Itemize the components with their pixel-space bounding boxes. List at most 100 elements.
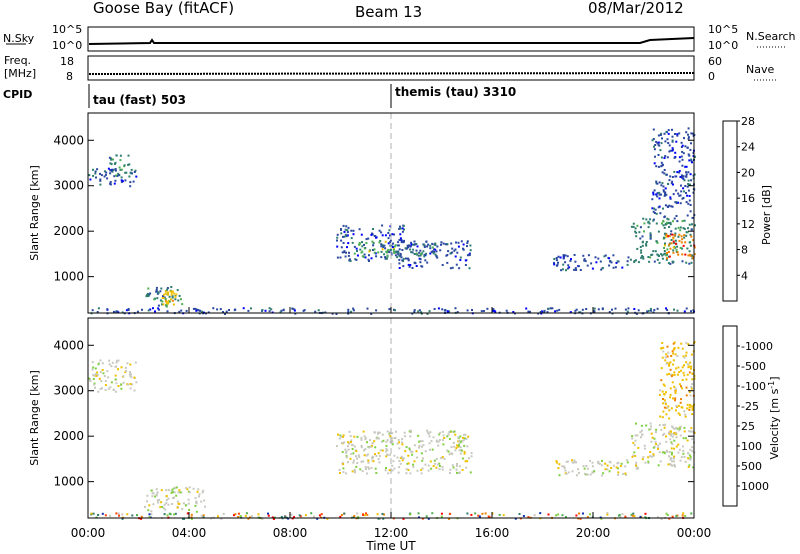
velocity-cell — [347, 441, 350, 444]
power-cell — [456, 251, 459, 254]
velocity-cell — [649, 455, 652, 458]
x-tick-label: 16:00 — [475, 526, 510, 540]
velocity-cell — [675, 404, 678, 407]
power-cell — [365, 238, 368, 241]
velocity-cell — [691, 383, 694, 385]
power-cell — [677, 235, 680, 238]
power-cell — [689, 204, 692, 206]
velocity-cell — [367, 461, 370, 464]
velocity-cell — [632, 441, 635, 444]
velocity-cell — [427, 464, 430, 467]
velocity-cell — [677, 412, 680, 415]
velocity-cell — [683, 410, 686, 413]
power-cell — [687, 133, 689, 136]
velocity-cell — [692, 466, 695, 469]
power-cell — [207, 311, 210, 314]
velocity-cell — [195, 502, 198, 505]
velocity-cell — [435, 440, 438, 443]
velocity-cell — [617, 473, 619, 476]
power-cell — [119, 159, 122, 162]
power-cell — [663, 215, 666, 218]
power-cell — [390, 253, 393, 256]
velocity-cell — [685, 378, 688, 381]
velocity-cell — [351, 448, 354, 450]
power-cell — [420, 312, 423, 315]
power-cell — [659, 212, 662, 215]
power-cell — [482, 310, 485, 312]
power-region — [404, 242, 439, 258]
power-cell — [409, 244, 412, 247]
power-cell — [676, 133, 679, 136]
power-cell — [384, 256, 387, 259]
velocity-cell — [410, 451, 413, 454]
velocity-cell — [422, 444, 425, 447]
velocity-cell — [606, 468, 609, 471]
velocity-cell — [606, 464, 609, 467]
velocity-cell — [313, 515, 315, 518]
power-cell — [387, 249, 390, 251]
velocity-cell — [115, 382, 118, 385]
velocity-cell — [398, 460, 401, 462]
velocity-cell — [589, 513, 591, 516]
velocity-cell — [441, 439, 444, 442]
velocity-cell — [356, 462, 359, 464]
power-cell — [380, 243, 383, 246]
velocity-cell — [337, 433, 339, 436]
velocity-cell — [456, 463, 458, 465]
velocity-cell — [647, 462, 650, 464]
velocity-cell — [202, 489, 205, 492]
power-cell — [636, 224, 639, 227]
power-colorbar-label-tick: 16 — [741, 192, 755, 205]
power-cell — [160, 287, 163, 290]
velocity-cell — [685, 394, 688, 397]
power-cell — [682, 187, 685, 190]
power-cell — [669, 149, 672, 152]
power-cell — [669, 175, 672, 178]
velocity-cell — [673, 371, 676, 374]
power-region — [553, 254, 632, 272]
velocity-cell — [376, 513, 379, 516]
velocity-cell — [367, 466, 370, 469]
velocity-cell — [93, 374, 96, 377]
power-cell — [667, 244, 670, 247]
power-cell — [466, 245, 468, 248]
power-cell — [145, 295, 148, 298]
velocity-cell — [424, 450, 427, 453]
power-cell — [559, 256, 562, 259]
velocity-cell — [370, 444, 373, 447]
velocity-cell — [547, 513, 550, 516]
velocity-cell — [172, 491, 174, 494]
velocity-cell — [676, 427, 679, 430]
power-cell — [279, 311, 282, 314]
power-cell — [409, 264, 412, 266]
power-cell — [673, 241, 675, 244]
power-cell — [344, 255, 347, 258]
velocity-cell — [384, 450, 387, 453]
velocity-cell — [666, 373, 669, 376]
power-cell — [664, 204, 667, 207]
velocity-cell — [429, 460, 432, 463]
power-cell — [365, 242, 368, 244]
power-cell — [435, 250, 438, 253]
velocity-cell — [177, 491, 180, 494]
velocity-cell — [100, 380, 103, 383]
velocity-cell — [401, 441, 404, 444]
power-cell — [389, 248, 392, 251]
power-cell — [117, 174, 120, 177]
velocity-cell — [458, 449, 461, 452]
velocity-cell — [644, 461, 647, 464]
power-cell — [346, 231, 349, 234]
power-cell — [413, 240, 416, 243]
power-cell — [397, 250, 400, 253]
velocity-cell — [668, 362, 671, 365]
velocity-cell — [690, 427, 693, 430]
power-cell — [387, 242, 390, 245]
power-cell — [147, 309, 150, 312]
velocity-cell — [639, 515, 642, 518]
power-cell — [626, 260, 629, 263]
power-cell — [347, 226, 350, 229]
power-cell — [419, 261, 422, 264]
power-cell — [92, 168, 94, 171]
velocity-cell — [406, 462, 409, 465]
power-cell — [658, 191, 661, 194]
